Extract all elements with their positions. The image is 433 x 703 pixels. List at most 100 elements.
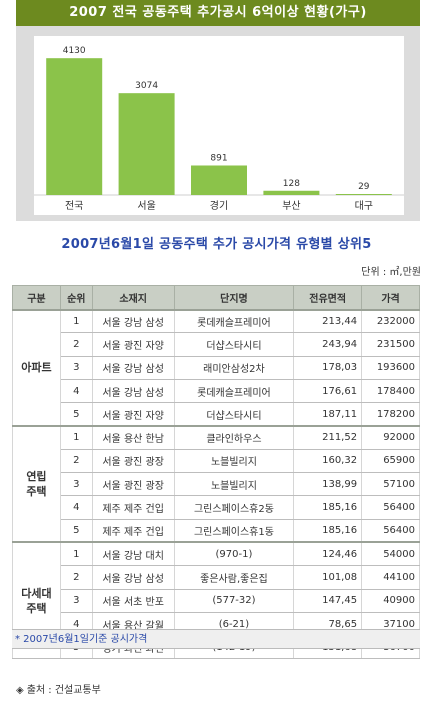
table-row: 4 서울 강남 삼성 롯데캐슬프레미어 176,61 178400 <box>13 378 420 404</box>
rank-cell: 2 <box>59 565 93 590</box>
header-category: 구분 <box>12 285 61 310</box>
complex-name-cell: 좋은사람,좋은집 <box>173 565 295 590</box>
table-row: 3 서울 서초 반포 (577-32) 147,45 40900 <box>13 588 420 613</box>
area-cell: 213,44 <box>293 308 363 334</box>
category-label-2: 경기 <box>210 199 228 212</box>
unit-label: 단위 : ㎡,만원 <box>361 267 421 278</box>
bar-chart: 4130 전국 3074 서울 891 경기 128 부산 29 대구 <box>34 36 404 215</box>
price-cell: 178200 <box>361 402 420 427</box>
complex-name-cell: 롯데캐슬프레미어 <box>173 378 295 404</box>
category-line: 연립 <box>26 470 47 484</box>
complex-name-cell: 노블빌리지 <box>173 448 295 474</box>
location-cell: 서울 용산 한남 <box>91 424 175 450</box>
table-row: 2 서울 광진 자양 더샵스타시티 243,94 231500 <box>13 332 420 357</box>
value-label-3: 128 <box>283 179 300 189</box>
rank-cell: 3 <box>59 588 93 613</box>
area-cell: 185,16 <box>293 518 363 543</box>
bar-3 <box>263 190 320 195</box>
value-label-1: 3074 <box>135 81 158 91</box>
complex-name-cell: 그린스페이스휴2동 <box>173 495 295 520</box>
complex-name-cell: 클라인하우스 <box>173 424 295 450</box>
location-cell: 제주 제주 건입 <box>91 518 175 543</box>
bar-1 <box>118 93 175 195</box>
rank-cell: 2 <box>59 448 93 474</box>
area-cell: 124,46 <box>293 541 363 567</box>
price-cell: 232000 <box>361 308 420 334</box>
complex-name-cell: 그린스페이스휴1동 <box>173 518 295 543</box>
rank-cell: 4 <box>59 495 93 520</box>
header-complex-name: 단지명 <box>173 285 295 310</box>
table-row: 연립 주택 1 서울 용산 한남 클라인하우스 211,52 92000 <box>12 424 420 543</box>
table-header-row: 구분 순위 소재지 단지명 전유면적 가격 <box>12 285 420 310</box>
rank-cell: 1 <box>59 424 93 450</box>
price-cell: 44100 <box>361 565 420 590</box>
table-row: 5 제주 제주 건입 그린스페이스휴1동 185,16 56400 <box>13 518 420 543</box>
area-cell: 147,45 <box>293 588 363 613</box>
table-row: 2 서울 강남 삼성 좋은사람,좋은집 101,08 44100 <box>13 565 420 590</box>
table-row: 4 제주 제주 건입 그린스페이스휴2동 185,16 56400 <box>13 495 420 520</box>
area-cell: 187,11 <box>293 402 363 427</box>
header-location: 소재지 <box>91 285 175 310</box>
complex-name-cell: 더샵스타시티 <box>173 402 295 427</box>
price-cell: 193600 <box>361 355 420 380</box>
bar-0 <box>46 58 103 195</box>
header-price: 가격 <box>361 285 420 310</box>
table-title: 2007년6월1일 공동주택 추가 공시가격 유형별 상위5 <box>61 237 372 252</box>
category-label-3: 부산 <box>282 200 300 212</box>
location-cell: 서울 강남 삼성 <box>91 378 175 404</box>
location-cell: 서울 강남 삼성 <box>91 565 175 590</box>
rank-cell: 5 <box>59 518 93 543</box>
rank-cell: 3 <box>59 355 93 380</box>
category-label-1: 서울 <box>137 200 155 212</box>
chart-title: 2007 전국 공동주택 추가공시 6억이상 현황(가구) <box>16 0 420 26</box>
value-label-2: 891 <box>210 153 227 163</box>
diamond-icon: ◈ <box>16 685 24 696</box>
rank-cell: 3 <box>59 472 93 497</box>
complex-name-cell: 노블빌리지 <box>173 472 295 497</box>
price-cell: 54000 <box>361 541 420 567</box>
area-cell: 138,99 <box>293 472 363 497</box>
location-cell: 서울 광진 광장 <box>91 472 175 497</box>
complex-name-cell: 롯데캐슬프레미어 <box>173 308 295 334</box>
area-cell: 243,94 <box>293 332 363 357</box>
category-line: 다세대 <box>21 586 52 600</box>
price-cell: 56400 <box>361 518 420 543</box>
price-cell: 92000 <box>361 424 420 450</box>
complex-name-cell: (577-32) <box>173 588 295 613</box>
complex-name-cell: 더샵스타시티 <box>173 332 295 357</box>
price-cell: 65900 <box>361 448 420 474</box>
table-footnote: * 2007년6월1일기준 공시가격 <box>12 629 420 649</box>
source-text: 출처 : 건설교통부 <box>26 685 101 696</box>
table-row: 다세대 주택 1 서울 강남 대치 (970-1) 124,46 54000 <box>12 541 420 660</box>
area-cell: 185,16 <box>293 495 363 520</box>
rank-cell: 4 <box>59 378 93 404</box>
location-cell: 제주 제주 건입 <box>91 495 175 520</box>
rank-cell: 2 <box>59 332 93 357</box>
area-cell: 101,08 <box>293 565 363 590</box>
rank-cell: 1 <box>59 541 93 567</box>
price-cell: 40900 <box>361 588 420 613</box>
complex-name-cell: 래미안삼성2차 <box>173 355 295 380</box>
area-cell: 176,61 <box>293 378 363 404</box>
complex-name-cell: (970-1) <box>173 541 295 567</box>
location-cell: 서울 광진 자양 <box>91 332 175 357</box>
category-label-4: 대구 <box>355 200 373 212</box>
location-cell: 서울 강남 삼성 <box>91 355 175 380</box>
header-rank: 순위 <box>59 285 93 310</box>
category-label-0: 전국 <box>65 200 83 212</box>
value-label-0: 4130 <box>63 46 86 56</box>
location-cell: 서울 광진 광장 <box>91 448 175 474</box>
location-cell: 서울 광진 자양 <box>91 402 175 427</box>
area-cell: 178,03 <box>293 355 363 380</box>
location-cell: 서울 강남 삼성 <box>91 308 175 334</box>
price-cell: 56400 <box>361 495 420 520</box>
price-cell: 231500 <box>361 332 420 357</box>
area-cell: 211,52 <box>293 424 363 450</box>
table-row: 아파트 1 서울 강남 삼성 롯데캐슬프레미어 213,44 232000 <box>12 308 420 427</box>
category-cell: 아파트 <box>12 308 61 427</box>
rank-cell: 1 <box>59 308 93 334</box>
category-line: 주택 <box>26 601 47 615</box>
price-cell: 178400 <box>361 378 420 404</box>
price-table: 구분 순위 소재지 단지명 전유면적 가격 아파트 1 서울 강남 삼성 롯데캐슬프레… <box>12 285 420 660</box>
table-row: 5 서울 광진 자양 더샵스타시티 187,11 178200 <box>13 402 420 427</box>
